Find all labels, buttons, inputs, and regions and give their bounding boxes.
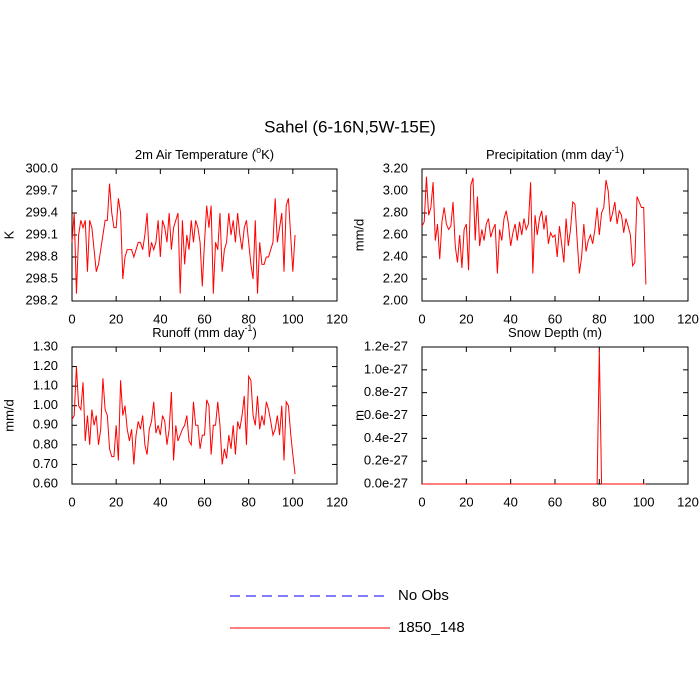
- x-tick-label: 20: [109, 311, 123, 326]
- x-tick-label: 40: [503, 311, 517, 326]
- x-tick-label: 60: [548, 494, 562, 509]
- y-axis-label: K: [1, 230, 16, 239]
- y-axis-label: mm/d: [351, 219, 366, 252]
- y-tick-label: 1.2e-27: [364, 338, 408, 353]
- x-tick-label: 40: [153, 311, 167, 326]
- x-tick-label: 0: [418, 311, 425, 326]
- data-line: [71, 366, 296, 475]
- x-tick-label: 40: [153, 494, 167, 509]
- y-tick-label: 1.30: [33, 338, 58, 353]
- x-tick-label: 60: [548, 311, 562, 326]
- y-tick-label: 299.7: [25, 182, 58, 197]
- y-tick-label: 2.00: [383, 292, 408, 307]
- y-tick-label: 1.0e-27: [364, 361, 408, 376]
- legend-label: 1850_148: [398, 619, 465, 636]
- x-tick-label: 40: [503, 494, 517, 509]
- x-tick-label: 60: [197, 494, 211, 509]
- y-tick-label: 1.20: [33, 358, 58, 373]
- y-tick-label: 0.2e-27: [364, 453, 408, 468]
- panel-title-part: Precipitation (mm day: [486, 147, 612, 162]
- x-tick-label: 100: [633, 494, 655, 509]
- y-tick-label: 0.70: [33, 456, 58, 471]
- y-tick-label: 299.4: [25, 204, 58, 219]
- panel-title: Snow Depth (m): [508, 325, 602, 340]
- x-tick-label: 100: [633, 311, 655, 326]
- panel-title-part: -1: [612, 145, 620, 155]
- y-tick-label: 0.60: [33, 475, 58, 490]
- panel-title-part: Runoff (mm day: [152, 325, 245, 340]
- x-tick-label: 120: [326, 311, 348, 326]
- y-tick-label: 2.40: [383, 248, 408, 263]
- x-tick-label: 100: [282, 311, 304, 326]
- x-tick-label: 80: [592, 494, 606, 509]
- figure-title: Sahel (6-16N,5W-15E): [264, 117, 436, 136]
- y-tick-label: 2.80: [383, 204, 408, 219]
- data-line: [71, 183, 296, 294]
- x-tick-label: 0: [418, 494, 425, 509]
- panel-title-part: ): [620, 147, 624, 162]
- data-line: [422, 349, 646, 485]
- panel-title-part: -1: [244, 323, 252, 333]
- y-axis-label: m: [351, 410, 366, 421]
- y-tick-label: 3.00: [383, 182, 408, 197]
- y-tick-label: 300.0: [25, 160, 58, 175]
- x-tick-label: 80: [241, 494, 255, 509]
- x-tick-label: 60: [197, 311, 211, 326]
- x-tick-label: 100: [282, 494, 304, 509]
- y-tick-label: 0.90: [33, 417, 58, 432]
- y-axis-label: mm/d: [1, 399, 16, 432]
- y-tick-label: 0.0e-27: [364, 475, 408, 490]
- y-tick-label: 2.20: [383, 270, 408, 285]
- panel-title-part: o: [256, 145, 261, 155]
- x-tick-label: 80: [241, 311, 255, 326]
- x-tick-label: 120: [677, 494, 699, 509]
- y-tick-label: 3.20: [383, 160, 408, 175]
- panel-title-part: Snow Depth (m): [508, 325, 602, 340]
- panel-title: Precipitation (mm day-1): [486, 145, 624, 162]
- y-tick-label: 298.5: [25, 270, 58, 285]
- y-tick-label: 1.10: [33, 378, 58, 393]
- y-tick-label: 298.2: [25, 292, 58, 307]
- panel-title-part: K): [261, 147, 274, 162]
- y-tick-label: 0.8e-27: [364, 384, 408, 399]
- y-tick-label: 2.60: [383, 226, 408, 241]
- x-tick-label: 20: [459, 311, 473, 326]
- x-tick-label: 20: [109, 494, 123, 509]
- x-tick-label: 20: [459, 494, 473, 509]
- x-tick-label: 0: [68, 494, 75, 509]
- y-tick-label: 1.00: [33, 397, 58, 412]
- y-tick-label: 0.6e-27: [364, 407, 408, 422]
- y-tick-label: 0.80: [33, 436, 58, 451]
- panel-title-part: ): [252, 325, 256, 340]
- y-tick-label: 298.8: [25, 248, 58, 263]
- x-tick-label: 0: [68, 311, 75, 326]
- x-tick-label: 120: [677, 311, 699, 326]
- panel-title: Runoff (mm day-1): [152, 323, 257, 340]
- panel-title-part: 2m Air Temperature (: [135, 147, 257, 162]
- legend-label: No Obs: [398, 587, 449, 604]
- x-tick-label: 120: [326, 494, 348, 509]
- panel-title: 2m Air Temperature (oK): [135, 145, 274, 162]
- x-tick-label: 80: [592, 311, 606, 326]
- data-line: [421, 176, 647, 285]
- y-tick-label: 299.1: [25, 226, 58, 241]
- y-tick-label: 0.4e-27: [364, 430, 408, 445]
